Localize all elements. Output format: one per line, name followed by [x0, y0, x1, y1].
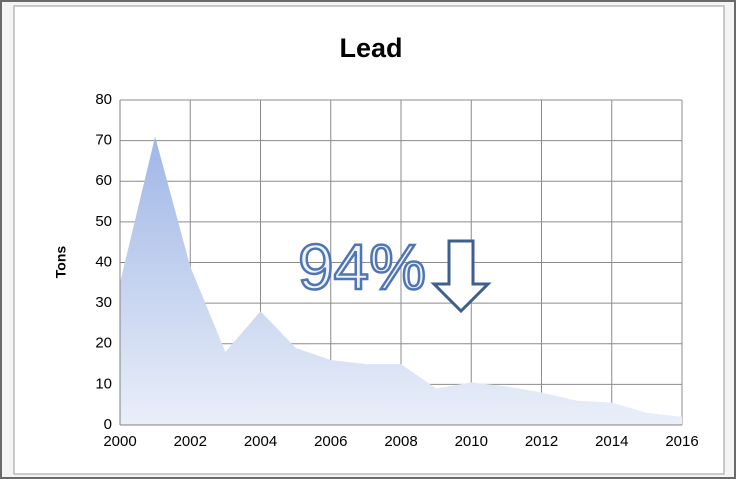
- x-tick-label: 2004: [244, 433, 277, 450]
- y-tick-label: 80: [95, 91, 112, 108]
- area: [120, 136, 682, 425]
- x-tick-label: 2012: [525, 433, 558, 450]
- x-tick-label: 2010: [455, 433, 488, 450]
- x-tick-label: 2014: [595, 433, 628, 450]
- y-tick-label: 10: [95, 375, 112, 392]
- y-tick-label: 0: [104, 416, 112, 433]
- chart-title: Lead: [339, 33, 402, 63]
- y-tick-label: 40: [95, 253, 112, 270]
- y-tick-label: 50: [95, 213, 112, 230]
- y-tick-label: 30: [95, 294, 112, 311]
- x-tick-label: 2000: [103, 433, 136, 450]
- x-tick-label: 2002: [174, 433, 207, 450]
- x-tick-label: 2016: [665, 433, 698, 450]
- x-tick-label: 2008: [384, 433, 417, 450]
- x-tick-label: 2006: [314, 433, 347, 450]
- down-arrow: [430, 239, 492, 314]
- y-tick-label: 20: [95, 335, 112, 352]
- y-tick-label: 70: [95, 132, 112, 149]
- y-axis-label: Tons: [53, 246, 69, 279]
- y-tick-label: 60: [95, 172, 112, 189]
- annotation: 94%: [298, 231, 426, 303]
